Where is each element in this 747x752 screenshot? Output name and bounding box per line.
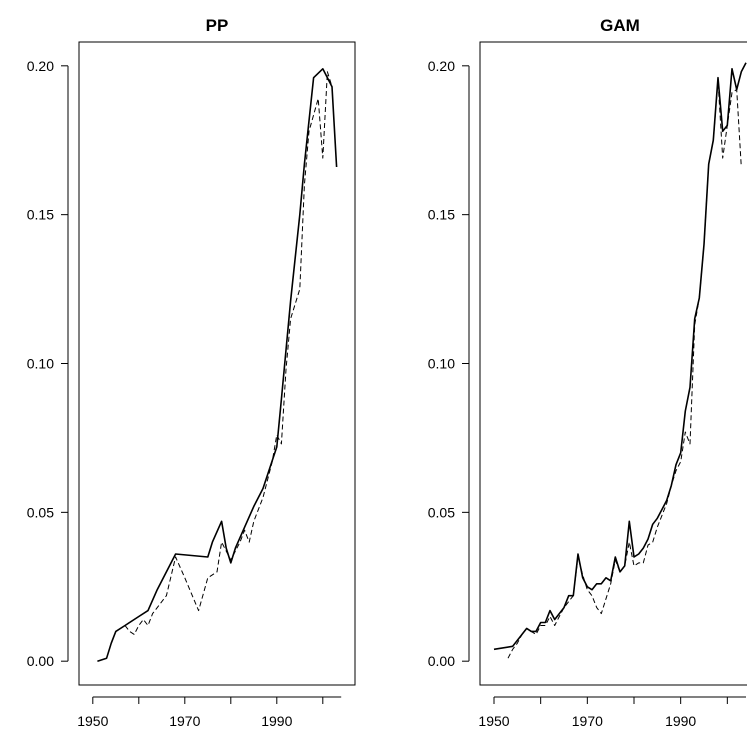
panel-2-y-tick-label: 0.05 — [428, 504, 455, 520]
panel-1-y-tick-label: 0.20 — [27, 58, 54, 74]
panel-1-plot-frame — [78, 41, 356, 686]
panel-2-plot-frame — [479, 41, 747, 686]
panel-1-title: PP — [206, 16, 229, 35]
panel-1: PP 0.00 0.05 0.10 0.15 0.20 1950 1970 1990 — [27, 16, 356, 729]
panel-1-x-tick-label: 1950 — [77, 713, 108, 729]
panel-1-y-tick-label: 0.05 — [27, 504, 54, 520]
panel-1-y-tick-label: 0.15 — [27, 207, 54, 223]
panel-1-y-tick-label: 0.10 — [27, 356, 54, 372]
panel-2-y-tick-label: 0.10 — [428, 356, 455, 372]
panel-1-series-dashed-line — [124, 71, 333, 635]
panel-2-x-tick-label: 1990 — [665, 713, 696, 729]
panel-2-x-tick-label: 1970 — [572, 713, 603, 729]
panel-2-series-solid-line — [493, 62, 747, 651]
panel-2-x-tick-label: 1950 — [478, 713, 509, 729]
panel-2-series-dashed-line — [507, 80, 742, 659]
panel-2-y-tick-label: 0.15 — [428, 207, 455, 223]
panel-1-y-tick-label: 0.00 — [27, 653, 54, 669]
panel-2-y-tick-label: 0.20 — [428, 58, 455, 74]
panel-2: GAM 0.00 0.05 0.10 0.15 0.20 1950 1970 1990 — [428, 16, 747, 729]
panel-1-x-tick-label: 1970 — [169, 713, 200, 729]
panel-1-series-solid-line — [97, 68, 338, 662]
panel-2-y-tick-label: 0.00 — [428, 653, 455, 669]
panel-1-x-tick-label: 1990 — [261, 713, 292, 729]
panel-2-title: GAM — [600, 16, 640, 35]
